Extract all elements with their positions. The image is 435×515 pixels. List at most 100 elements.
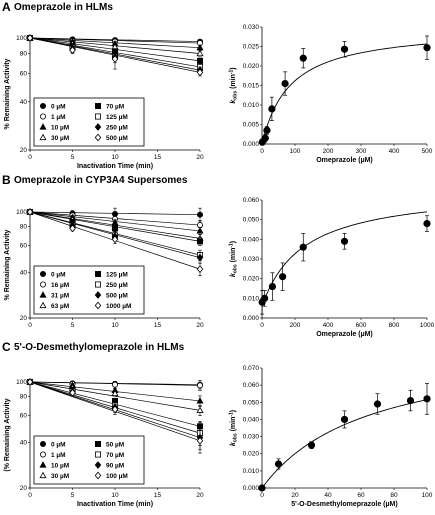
inactivation-chart: 20 40 60 80 100 0 5 10 15 20 % Remaining Activity 0… [4,207,204,329]
y-tick-label: 0.020 [243,63,260,70]
x-tick-label: 20 [196,154,204,161]
data-point [268,282,276,291]
legend-marker [40,451,47,458]
y-tick-label: 0.000 [243,485,260,492]
x-tick-label: 5 [71,154,75,161]
data-point [299,243,307,251]
data-point [196,238,203,245]
panel-c: C 5'-O-Desmethylomeprazole in HLMs 20 40 60 8… [2,340,433,508]
y-tick-label: 100 [16,379,27,386]
legend-label: 500 µM [106,135,128,142]
data-point [281,79,289,88]
legend-marker [95,451,102,458]
y-tick-label: 100 [16,209,27,216]
y-tick-label: 0.000 [243,315,260,322]
legend-marker [40,103,47,110]
legend-label: 30 µM [51,473,69,480]
x-tick-label: 0 [28,154,32,161]
y-tick-label: 0.050 [243,399,260,406]
data-point [340,415,349,424]
y-axis-label-part: k [230,99,237,104]
legend-box [33,97,145,147]
x-tick-label: 15 [154,492,162,499]
y-axis-label-part: ) [230,410,237,412]
data-point [112,225,119,232]
panel-letter: C [2,340,11,354]
kobs-chart: 0.000 0.010 0.020 0.030 0.040 0.050 0.060 0.070… [229,365,433,508]
x-tick-label: 0 [28,492,32,499]
x-tick-label: 15 [154,154,162,161]
legend-marker [94,291,102,299]
x-tick-label: 20 [196,322,204,329]
y-axis-label-part: k [230,272,237,277]
data-point [196,211,203,218]
y-tick-label: 0.025 [243,44,260,51]
x-tick-label: 20 [196,492,204,499]
data-point [196,222,203,229]
legend-marker [94,461,102,469]
x-tick-label: 100 [290,148,301,155]
y-axis-label-part: obs [233,433,239,442]
x-tick-label: 5 [71,322,75,329]
y-tick-label: 0.015 [243,83,260,90]
panel-a: A Omeprazole in HLMs 20 40 60 80 100 0 5 10 15 20 In… [2,0,433,170]
x-tick-label: 0 [28,322,32,329]
series-7 [26,34,204,77]
data-point [423,44,431,52]
legend: 0 µM 1 µM 10 µM 30 µM 50 µM 70 µM 90 µM 100 µM [33,435,145,485]
legend-marker [95,270,102,277]
data-point [406,396,415,405]
legend-marker [39,123,47,130]
inactivation-chart: 20 40 60 80 100 0 5 10 15 20 Inactivation Time (mi… [4,34,204,170]
legend-marker [95,103,102,110]
kobs-chart: 0.000 0.010 0.020 0.030 0.040 0.050 0.060 0 200 4… [229,197,435,338]
y-tick-label: 0.060 [243,197,260,204]
y-axis-label: (% Remaining Activity [4,398,11,471]
y-axis-label: % Remaining Activity [4,58,11,129]
y-axis-label-part: -1 [229,69,235,74]
legend: 0 µM 1 µM 10 µM 30 µM 70 µM 125 µM 250 µM 500 µ… [33,97,145,147]
legend-label: 31 µM [51,292,69,299]
data-point [279,273,287,281]
legend-marker [39,301,47,309]
legend-marker [94,123,102,131]
y-tick-label: 20 [20,315,28,322]
legend-label: 90 µM [106,462,124,469]
legend-label: 1000 µM [106,303,131,310]
data-point [340,237,349,245]
legend-marker [40,281,47,288]
legend-marker [39,461,47,468]
series-line [29,381,201,411]
data-point [307,441,316,449]
legend-label: 500 µM [106,292,128,299]
legend-marker [40,440,47,447]
x-tick-label: 0 [260,148,264,155]
panel-title: Omeprazole in HLMs [14,2,113,13]
legend-label: 10 µM [51,124,69,131]
legend-marker [95,440,102,447]
y-axis-label-part: (min [230,417,237,434]
data-point [111,55,119,63]
legend-label: 1 µM [51,452,66,459]
y-tick-label: 0.040 [243,236,260,243]
fit-curve [261,43,428,145]
data-point [274,460,283,468]
x-tick-label: 200 [290,322,301,329]
data-point [196,436,204,445]
data-point [258,484,266,492]
y-axis-label: % Remaining Activity [4,229,11,300]
data-point [111,405,119,414]
data-point [261,134,269,142]
x-tick-label: 5 [71,492,75,499]
y-tick-label: 0.005 [243,122,260,129]
legend-label: 70 µM [106,452,124,459]
y-tick-label: 0.020 [243,276,260,283]
fit-curve [261,211,428,307]
legend-label: 0 µM [51,441,66,448]
data-point [196,253,204,262]
panel-letter: B [2,173,11,187]
y-tick-label: 100 [16,35,27,42]
y-tick-label: 80 [20,224,28,231]
x-tick-label: 1000 [420,322,435,329]
